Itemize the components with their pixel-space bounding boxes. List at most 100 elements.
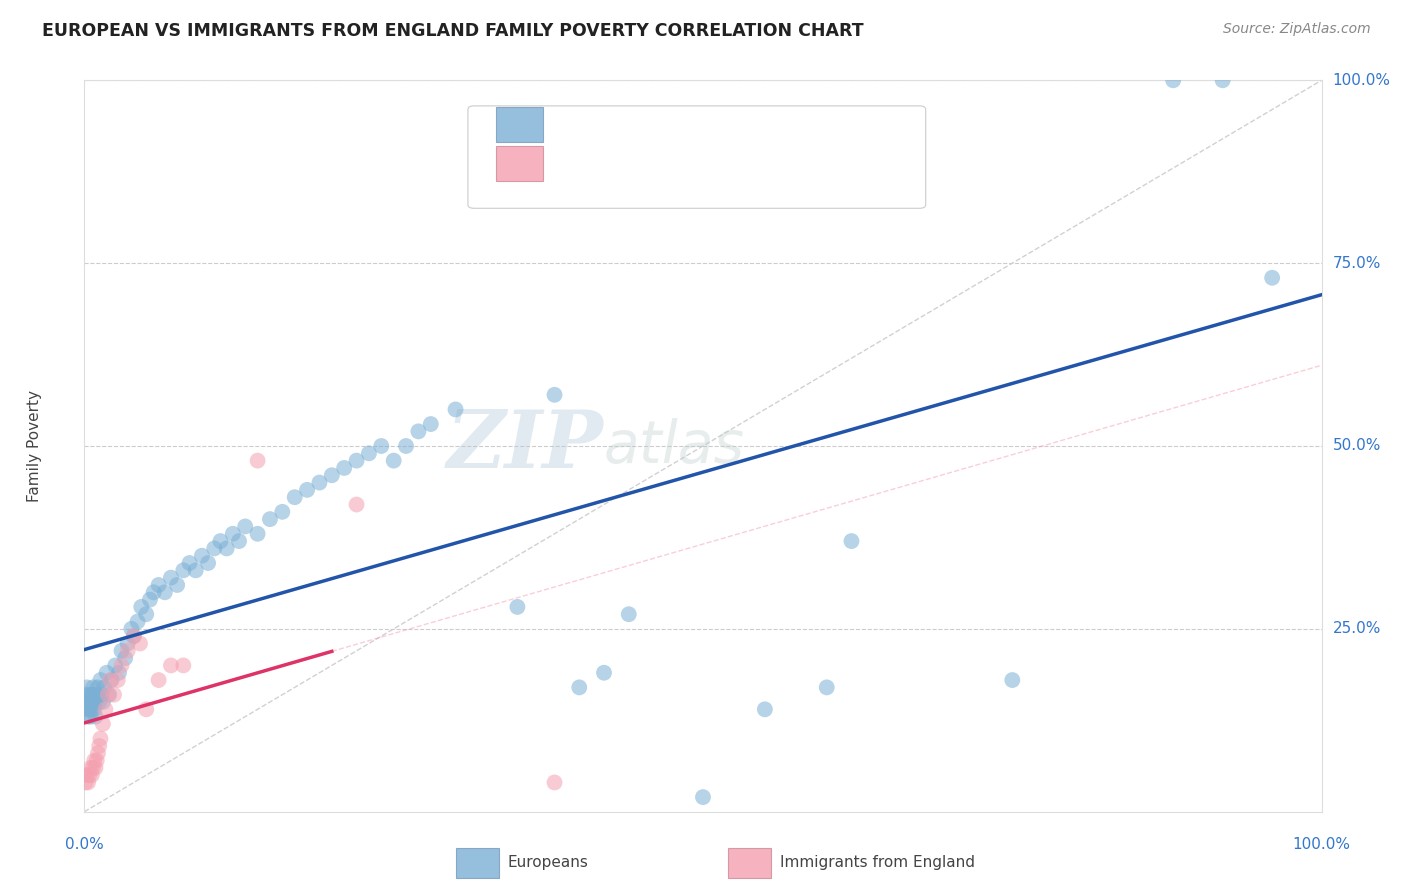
Point xyxy=(82,761,104,775)
Point xyxy=(77,775,100,789)
Point xyxy=(284,490,307,504)
Point xyxy=(84,709,107,723)
Point xyxy=(346,453,368,467)
Point xyxy=(79,761,101,775)
Point xyxy=(86,688,108,702)
Point xyxy=(114,651,136,665)
Point xyxy=(94,702,117,716)
Point xyxy=(148,578,170,592)
Point xyxy=(76,768,98,782)
Point xyxy=(382,453,405,467)
Point xyxy=(89,731,111,746)
Point xyxy=(122,629,145,643)
FancyBboxPatch shape xyxy=(496,146,543,181)
Point xyxy=(100,673,122,687)
Point xyxy=(76,702,98,716)
Point xyxy=(84,761,107,775)
Point xyxy=(103,688,125,702)
Point xyxy=(110,658,132,673)
Point xyxy=(86,754,108,768)
Text: 75.0%: 75.0% xyxy=(1333,256,1381,270)
Point xyxy=(148,673,170,687)
Point xyxy=(135,607,157,622)
Point xyxy=(202,541,225,556)
Point xyxy=(82,681,104,695)
Point xyxy=(184,563,207,577)
Point xyxy=(841,534,863,549)
Point xyxy=(82,695,104,709)
Point xyxy=(215,541,238,556)
Point xyxy=(97,688,120,702)
Point xyxy=(87,681,110,695)
Point xyxy=(135,702,157,716)
Point xyxy=(246,453,269,467)
Point xyxy=(1161,73,1184,87)
Point xyxy=(160,571,183,585)
Point xyxy=(83,754,105,768)
FancyBboxPatch shape xyxy=(496,107,543,143)
Text: 0.0%: 0.0% xyxy=(65,837,104,852)
Point xyxy=(89,695,111,709)
Point xyxy=(98,673,121,687)
Point xyxy=(197,556,219,570)
Text: Source: ZipAtlas.com: Source: ZipAtlas.com xyxy=(1223,22,1371,37)
Point xyxy=(228,534,250,549)
Point xyxy=(543,388,565,402)
Point xyxy=(84,695,107,709)
Point xyxy=(87,746,110,760)
Point xyxy=(80,768,103,782)
Point xyxy=(1261,270,1284,285)
Point xyxy=(179,556,201,570)
Point xyxy=(77,695,100,709)
Point xyxy=(75,775,97,789)
Point xyxy=(815,681,838,695)
Point xyxy=(122,629,145,643)
Point xyxy=(419,417,441,431)
Point xyxy=(172,563,194,577)
Point xyxy=(568,681,591,695)
Point xyxy=(233,519,256,533)
Point xyxy=(98,688,121,702)
Text: Family Poverty: Family Poverty xyxy=(27,390,42,502)
Point xyxy=(79,702,101,716)
Point xyxy=(370,439,392,453)
Point xyxy=(91,717,114,731)
Point xyxy=(127,615,149,629)
Point xyxy=(108,665,131,680)
Point xyxy=(139,592,162,607)
Point xyxy=(754,702,776,716)
Point xyxy=(79,709,101,723)
Point xyxy=(96,665,118,680)
Point xyxy=(129,599,152,614)
Point xyxy=(308,475,330,490)
FancyBboxPatch shape xyxy=(456,848,499,878)
Point xyxy=(76,681,98,695)
Point xyxy=(80,702,103,716)
Point xyxy=(83,688,105,702)
Point xyxy=(142,585,165,599)
Point xyxy=(89,673,111,687)
Point xyxy=(172,658,194,673)
Point xyxy=(90,688,112,702)
Text: EUROPEAN VS IMMIGRANTS FROM ENGLAND FAMILY POVERTY CORRELATION CHART: EUROPEAN VS IMMIGRANTS FROM ENGLAND FAMI… xyxy=(42,22,863,40)
Point xyxy=(408,425,430,439)
Point xyxy=(209,534,232,549)
Point xyxy=(79,688,101,702)
Point xyxy=(104,658,127,673)
Text: 100.0%: 100.0% xyxy=(1292,837,1351,852)
Point xyxy=(395,439,418,453)
Point xyxy=(506,599,529,614)
Text: 100.0%: 100.0% xyxy=(1333,73,1391,87)
Point xyxy=(93,681,115,695)
Point xyxy=(75,688,97,702)
FancyBboxPatch shape xyxy=(468,106,925,209)
Point xyxy=(79,695,101,709)
Point xyxy=(89,739,111,753)
Text: R = 0.662   N = 83: R = 0.662 N = 83 xyxy=(565,116,735,134)
Point xyxy=(107,673,129,687)
Text: atlas: atlas xyxy=(605,417,745,475)
Point xyxy=(346,498,368,512)
Text: ZIP: ZIP xyxy=(447,408,605,484)
Point xyxy=(1001,673,1024,687)
Point xyxy=(83,702,105,716)
